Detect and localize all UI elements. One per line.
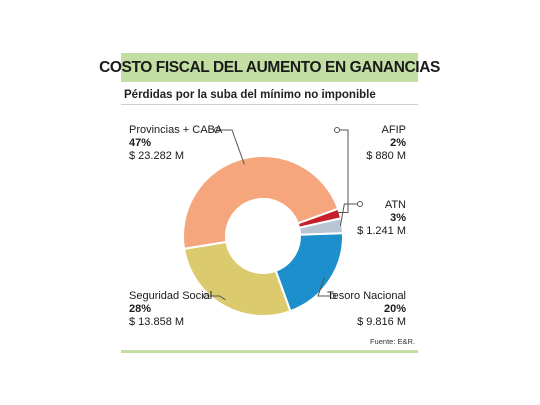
donut-slices: [182, 155, 344, 317]
top-divider: [121, 104, 418, 105]
leader-provincias-dot: [214, 127, 220, 133]
slice-label-atn: ATN 3% $ 1.241 M: [357, 199, 406, 238]
slice-value: $ 23.282 M: [129, 150, 185, 162]
slice-value: $ 9.816 M: [357, 316, 406, 328]
leader-atn-dot: [357, 201, 363, 207]
slice-name: Tesoro Nacional: [327, 290, 406, 302]
slice-percent: 2%: [390, 137, 406, 149]
leader-lines: [203, 127, 363, 301]
leader-provincias: [217, 129, 245, 165]
chart-subtitle: Pérdidas por la suba del mínimo no impon…: [124, 89, 376, 101]
slice-label-seguridad: Seguridad Social 28% $ 13.858 M: [129, 290, 212, 329]
slice-provincias-caba: [182, 155, 340, 250]
slice-name: AFIP: [381, 124, 406, 136]
slice-name: Provincias + CABA: [129, 124, 223, 136]
leader-afip-dot: [334, 127, 340, 133]
source-note: Fuente: E&R.: [369, 337, 415, 346]
leader-afip: [337, 129, 349, 214]
leader-seguridad: [206, 295, 226, 301]
slice-label-provincias: Provincias + CABA 47% $ 23.282 M: [129, 124, 222, 163]
slice-percent: 20%: [383, 303, 406, 315]
slice-name: ATN: [384, 199, 406, 211]
slice-value: $ 13.858 M: [129, 316, 185, 328]
slice-label-tesoro: Tesoro Nacional 20% $ 9.816 M: [327, 290, 406, 329]
bottom-divider: [121, 350, 418, 353]
slice-percent: 3%: [390, 212, 406, 224]
slice-label-afip: AFIP 2% $ 880 M: [366, 124, 406, 163]
slice-value: $ 880 M: [366, 150, 406, 162]
slice-name: Seguridad Social: [129, 290, 213, 302]
leader-atn: [339, 203, 360, 227]
title-banner: COSTO FISCAL DEL AUMENTO EN GANANCIAS: [99, 53, 440, 82]
slice-seguridad-social: [182, 240, 292, 317]
leader-seguridad-dot: [203, 293, 209, 299]
chart-title: COSTO FISCAL DEL AUMENTO EN GANANCIAS: [99, 58, 440, 76]
leader-tesoro: [317, 277, 333, 297]
leader-tesoro-dot: [330, 293, 336, 299]
slice-value: $ 1.241 M: [357, 225, 406, 237]
slice-percent: 47%: [129, 137, 152, 149]
slice-percent: 28%: [129, 303, 152, 315]
